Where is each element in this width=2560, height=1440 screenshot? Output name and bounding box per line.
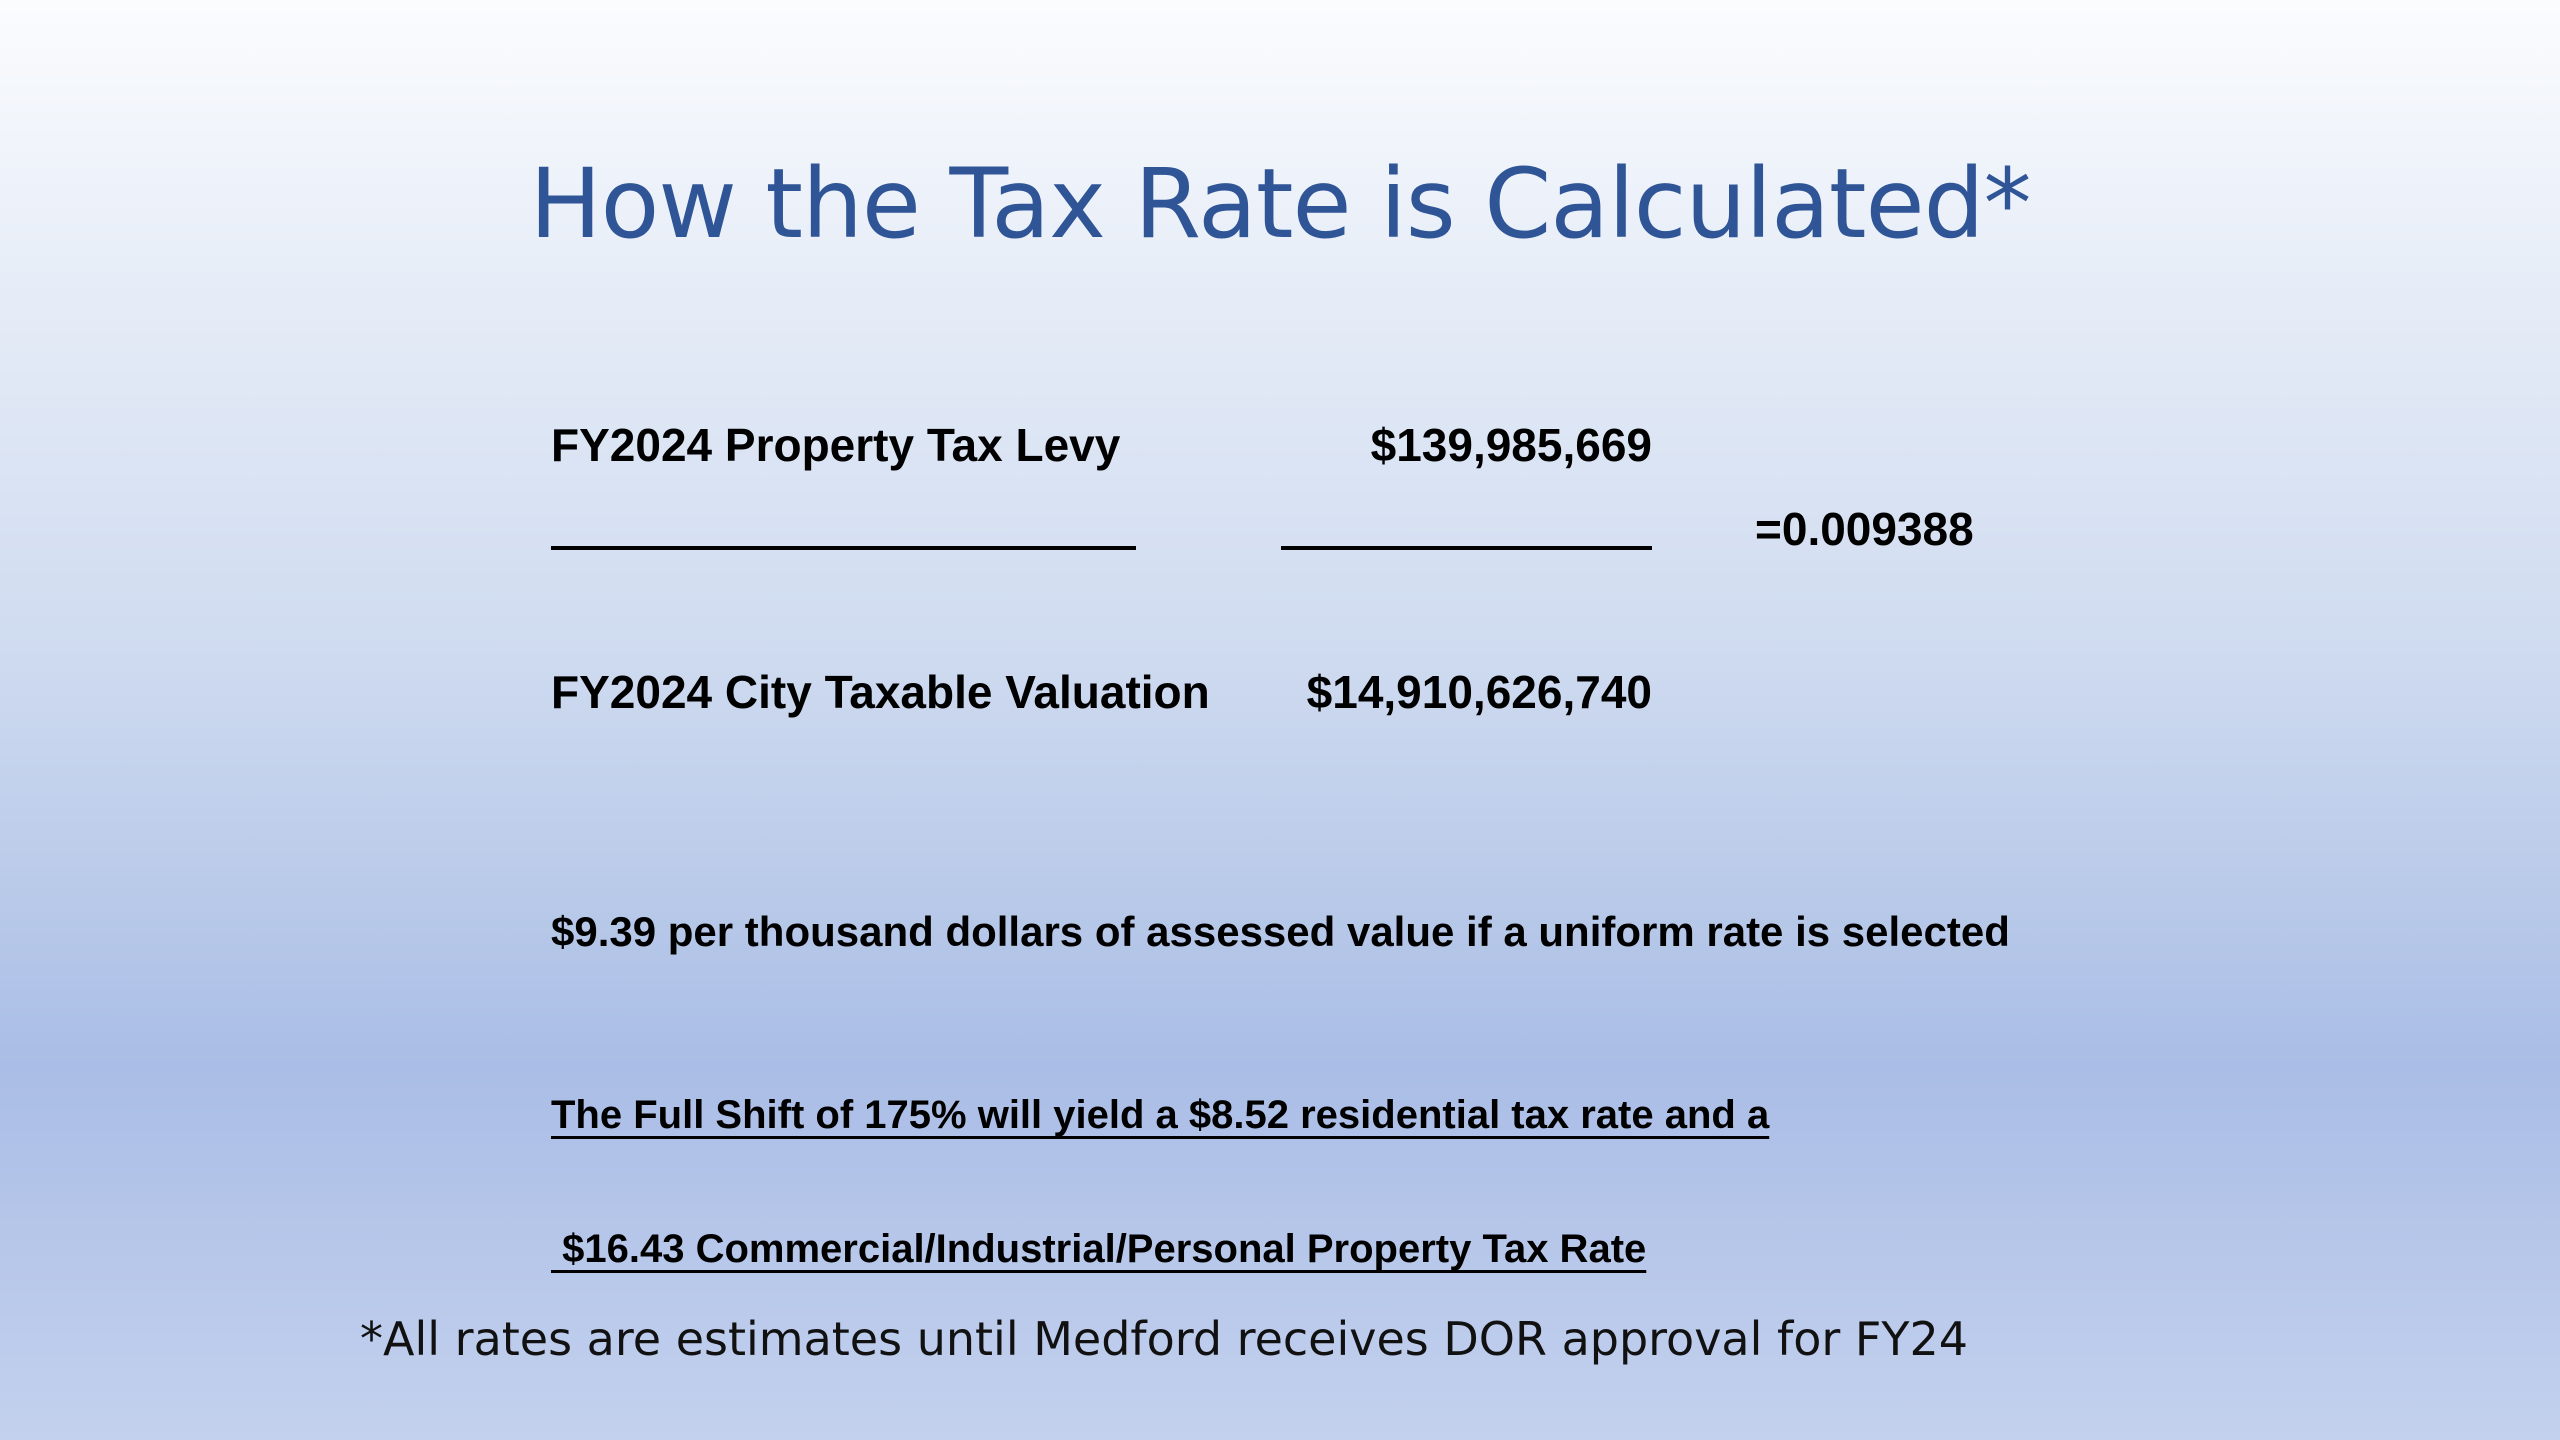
valuation-value: $14,910,626,740 [1306, 666, 1652, 718]
slide-title: How the Tax Rate is Calculated* [529, 148, 2031, 260]
footnote: *All rates are estimates until Medford r… [360, 1312, 1968, 1366]
full-shift-line-1: The Full Shift of 175% will yield a $8.5… [551, 1093, 1770, 1137]
result-value: =0.009388 [1755, 503, 1974, 555]
valuation-label: FY2024 City Taxable Valuation [551, 666, 1210, 718]
full-shift-line-2: $16.43 Commercial/Industrial/Personal Pr… [551, 1227, 1647, 1271]
fraction-line-right [1281, 546, 1652, 550]
uniform-rate-statement: $9.39 per thousand dollars of assessed v… [551, 908, 2010, 955]
fraction-line-left [551, 546, 1136, 550]
levy-label: FY2024 Property Tax Levy [551, 419, 1121, 471]
levy-value: $139,985,669 [1370, 419, 1652, 471]
